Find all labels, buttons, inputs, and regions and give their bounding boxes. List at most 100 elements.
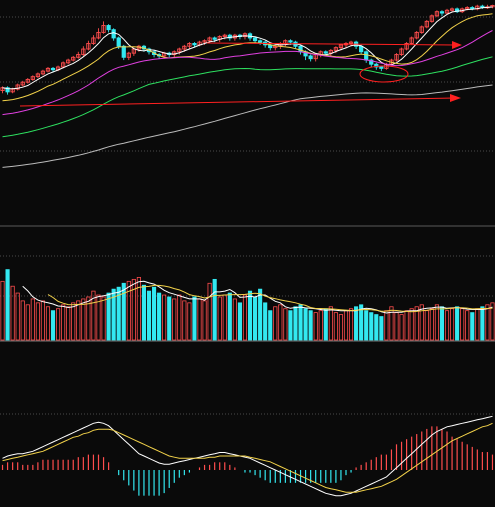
- candle-down: [121, 45, 126, 58]
- volume-bar-down: [268, 310, 273, 341]
- volume-bar-up: [136, 277, 141, 341]
- volume-bar-up: [177, 294, 182, 341]
- volume-bar-up: [384, 310, 389, 341]
- macd-dif-line: [2, 415, 493, 497]
- candle-up: [61, 62, 66, 68]
- volume-bar-down: [192, 296, 197, 341]
- volume-bar-up: [10, 285, 15, 341]
- volume-bar-up: [66, 306, 71, 341]
- candle-up: [394, 54, 399, 61]
- candle-up: [187, 43, 192, 47]
- volume-bar-up: [460, 308, 465, 341]
- volume-bar-down: [455, 306, 460, 341]
- volume-bar-up: [81, 298, 86, 341]
- volume-bar-up: [207, 282, 212, 341]
- candle-down: [374, 63, 379, 68]
- arrow-head: [452, 41, 462, 49]
- candle-up: [202, 40, 207, 43]
- volume-bar-down: [354, 306, 359, 341]
- volume-bar-down: [288, 310, 293, 341]
- volume-bar-down: [480, 306, 485, 341]
- volume-bar-up: [91, 290, 96, 341]
- volume-bar-up: [35, 302, 40, 341]
- price-ma-line: [2, 84, 493, 168]
- candle-up: [66, 59, 71, 64]
- volume-bar-up: [429, 308, 434, 341]
- volume-bar-down: [298, 304, 303, 341]
- volume-bar-down: [146, 290, 152, 341]
- volume-bar-down: [293, 306, 298, 341]
- price-ma-line: [2, 6, 493, 90]
- candle-up: [434, 11, 440, 17]
- volume-bar-down: [111, 288, 116, 341]
- volume-bar-up: [419, 304, 424, 341]
- volume-bar-down: [141, 284, 147, 341]
- volume-bar-up: [343, 310, 349, 341]
- volume-bar-up: [222, 294, 227, 341]
- candle-down: [252, 37, 258, 42]
- candle-down: [369, 59, 374, 65]
- candle-down: [364, 51, 369, 61]
- candle-up: [45, 67, 51, 72]
- volume-bar-up: [131, 278, 136, 341]
- volume-bar-up: [409, 308, 414, 341]
- volume-bar-up: [0, 280, 5, 341]
- volume-bar-up: [490, 302, 495, 341]
- volume-bar-up: [61, 304, 66, 341]
- annotation-layer: [19, 41, 462, 107]
- candle-up: [414, 31, 419, 39]
- volume-ma-line: [22, 280, 493, 314]
- volume-bar-down: [364, 310, 369, 341]
- candle-down: [116, 37, 121, 47]
- volume-bar-up: [389, 306, 394, 341]
- volume-bar-up: [71, 302, 76, 341]
- volume-bar-up: [434, 304, 439, 341]
- volume-ma-line: [47, 284, 493, 313]
- volume-bar-down: [439, 306, 445, 341]
- volume-bar-up: [348, 308, 354, 341]
- volume-bar-down: [359, 304, 364, 341]
- volume-bar-down: [151, 286, 157, 341]
- volume-bar-up: [172, 298, 177, 341]
- candle-down: [455, 8, 460, 13]
- volume-bar-up: [187, 302, 192, 341]
- volume-bar-up: [394, 312, 399, 341]
- candle-up: [177, 48, 182, 53]
- candle-up: [81, 48, 86, 55]
- volume-bar-up: [328, 306, 333, 341]
- candle-up: [444, 9, 450, 14]
- volume-bar-down: [167, 296, 172, 341]
- volume-bar-down: [369, 312, 374, 341]
- volume-bar-down: [121, 282, 126, 341]
- macd-panel: [0, 413, 495, 497]
- candle-up: [399, 48, 404, 55]
- candle-down: [192, 43, 197, 46]
- price-panel: [0, 4, 495, 227]
- candle-down: [258, 40, 263, 43]
- volume-bar-up: [414, 306, 419, 341]
- volume-bar-up: [485, 304, 490, 341]
- candle-down: [106, 25, 111, 31]
- volume-bar-up: [313, 312, 318, 341]
- volume-bar-up: [76, 300, 81, 341]
- volume-bar-up: [101, 296, 106, 341]
- volume-bar-up: [338, 314, 344, 341]
- price-ma-line: [2, 13, 493, 102]
- candle-up: [449, 8, 455, 11]
- candle-down: [439, 11, 445, 14]
- candle-up: [76, 54, 81, 58]
- resistance-line: [206, 42, 456, 46]
- candle-up: [404, 43, 409, 50]
- candle-down: [50, 67, 56, 71]
- volume-bar-down: [470, 312, 475, 341]
- volume-bar-up: [444, 310, 450, 341]
- candle-up: [424, 20, 429, 28]
- candle-up: [409, 37, 414, 44]
- candle-up: [96, 31, 101, 39]
- volume-bar-up: [333, 312, 338, 341]
- candle-up: [242, 33, 248, 38]
- volume-panel: [0, 255, 495, 342]
- volume-bar-up: [126, 280, 131, 341]
- volume-bar-down: [253, 296, 258, 341]
